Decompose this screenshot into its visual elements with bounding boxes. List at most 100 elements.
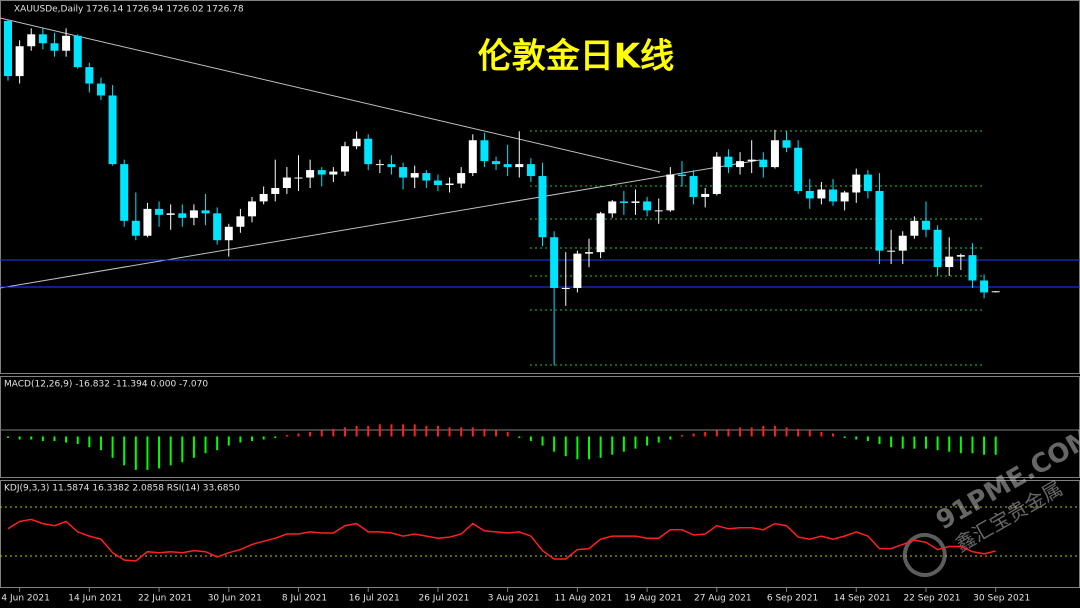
watermark-logo (902, 532, 947, 577)
candle-body (224, 226, 233, 241)
candle-body (945, 256, 954, 268)
candle-body (898, 235, 907, 251)
candle-body (143, 208, 152, 236)
x-tick-label: 30 Sep 2021 (973, 594, 1030, 604)
candle-body (457, 173, 466, 184)
candle-body (294, 177, 303, 179)
candle-body (817, 189, 826, 199)
candle-body (50, 43, 59, 51)
candle-body (956, 255, 965, 257)
candle-body (712, 156, 721, 194)
chart-title: 伦敦金日K线 (478, 37, 674, 77)
candle-body (340, 146, 349, 172)
candle-body (887, 250, 896, 252)
candle-body (480, 140, 489, 162)
candle-body (364, 138, 373, 165)
candle-body (550, 237, 559, 288)
candle-body (666, 174, 675, 211)
x-tick-label: 27 Aug 2021 (694, 594, 752, 604)
candle-body (852, 174, 861, 193)
candle-body (585, 252, 593, 254)
trend-line (0, 17, 661, 173)
candle-body (410, 173, 419, 178)
candle-body (759, 159, 768, 168)
candle-body (677, 174, 686, 177)
x-tick-label: 6 Sep 2021 (767, 594, 818, 604)
rsi-line (7, 518, 996, 562)
candle-body (120, 164, 129, 221)
x-tick-label: 22 Jun 2021 (138, 594, 192, 604)
candle-body (399, 167, 408, 178)
candle-body (329, 171, 338, 175)
candle-body (155, 208, 164, 215)
candle-body (689, 176, 698, 197)
candle-body (468, 140, 477, 174)
candle-body (213, 213, 222, 241)
drawing-objects (0, 17, 1080, 557)
candle-body (770, 140, 779, 168)
fib-levels (530, 130, 985, 366)
candle-body (805, 190, 814, 199)
x-tick-label: 22 Sep 2021 (903, 594, 960, 604)
candle-body (445, 183, 454, 186)
candle-body (259, 193, 268, 202)
candle-body (62, 35, 71, 51)
candle-body (968, 255, 977, 281)
x-tick-label: 30 Jun 2021 (208, 594, 262, 604)
candle-body (747, 159, 756, 162)
candle-body (736, 161, 745, 168)
candle-body (724, 156, 733, 168)
candle-body (108, 95, 117, 165)
candle-body (4, 20, 12, 77)
candle-body (631, 201, 640, 203)
candle-body (980, 280, 989, 293)
candle-body (492, 161, 501, 165)
candle-body (422, 173, 431, 181)
chart-header: XAUUSDe,Daily 1726.14 1726.94 1726.02 17… (14, 5, 244, 15)
candle-body (375, 164, 384, 166)
candle-body (794, 147, 803, 191)
candle-body (561, 287, 570, 289)
candle-body (619, 201, 628, 203)
candle-body (271, 187, 280, 194)
candle-body (38, 34, 47, 44)
candle-body (352, 138, 361, 147)
candle-body (991, 291, 1000, 293)
candle-body (840, 192, 849, 202)
macd-header: MACD(12,26,9) -16.832 -11.394 0.000 -7.0… (4, 380, 208, 390)
candle-body (131, 220, 140, 236)
candle-body (933, 229, 942, 268)
candle-body (643, 201, 652, 211)
candle-body (189, 210, 198, 218)
x-tick-label: 14 Sep 2021 (834, 594, 891, 604)
candle-body (863, 174, 872, 191)
candle-body (387, 164, 396, 168)
candle-body (201, 210, 210, 214)
x-tick-label: 4 Jun 2021 (1, 594, 49, 604)
candle-body (921, 220, 930, 230)
candle-body (317, 170, 326, 175)
candle-body (526, 164, 535, 177)
candle-body (503, 164, 512, 168)
candle-body (701, 193, 710, 197)
candle-body (178, 213, 187, 218)
candle-body (608, 201, 617, 214)
candle-body (596, 213, 605, 253)
x-tick-label: 11 Aug 2021 (555, 594, 613, 604)
x-tick-label: 16 Jul 2021 (349, 594, 400, 604)
candle-body (73, 35, 82, 68)
x-tick-label: 19 Aug 2021 (624, 594, 682, 604)
candle-body (248, 201, 257, 217)
candle-body (306, 170, 315, 178)
trend-line (0, 159, 761, 289)
candle-body (27, 34, 36, 47)
candle-body (573, 253, 582, 288)
candle-body (236, 216, 245, 227)
candle-body (782, 140, 791, 148)
candle-body (515, 164, 524, 168)
x-tick-label: 14 Jun 2021 (68, 594, 122, 604)
candle-body (15, 46, 24, 77)
candle-body (433, 180, 442, 186)
